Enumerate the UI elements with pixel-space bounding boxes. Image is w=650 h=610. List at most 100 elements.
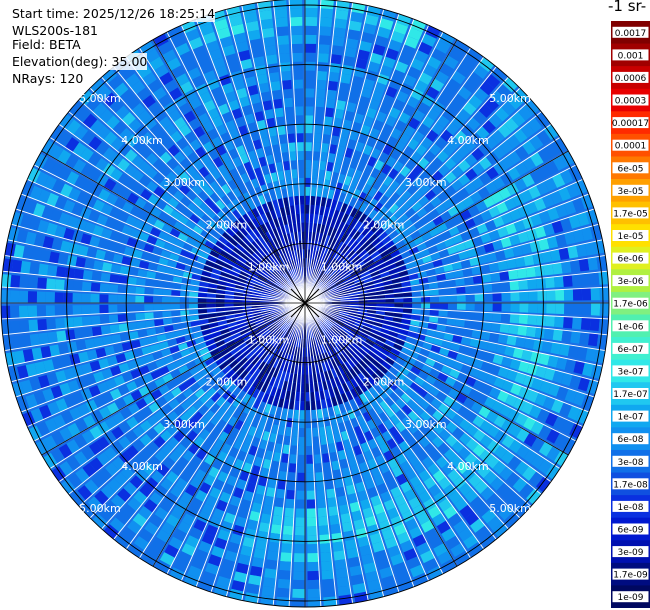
pixel-cell (472, 358, 484, 369)
pixel-cell (228, 274, 238, 281)
pixel-cell (286, 354, 292, 364)
pixel-cell (185, 28, 200, 42)
pixel-cell (276, 370, 283, 380)
pixel-cell (135, 312, 145, 321)
pixel-cell (355, 180, 365, 191)
pixel-cell (72, 305, 82, 316)
pixel-cell (313, 124, 322, 134)
pixel-cell (531, 437, 545, 452)
pixel-cell (349, 207, 358, 218)
pixel-cell (219, 375, 230, 386)
pixel-cell (428, 385, 440, 397)
pixel-cell (313, 355, 318, 365)
pixel-cell (260, 91, 271, 102)
pixel-cell (498, 505, 514, 521)
pixel-cell (357, 264, 367, 272)
pixel-cell (387, 335, 397, 343)
pixel-cell (17, 365, 29, 380)
pixel-cell (388, 330, 399, 338)
colorbar-label-box (612, 49, 649, 61)
pixel-cell (339, 243, 347, 252)
pixel-cell (392, 361, 403, 371)
pixel-cell (465, 303, 475, 311)
pixel-cell (390, 402, 401, 414)
pixel-cell (336, 413, 344, 424)
pixel-cell (350, 574, 365, 586)
pixel-cell (239, 470, 250, 482)
pixel-cell (225, 435, 236, 447)
pixel-cell (179, 50, 194, 64)
pixel-cell (180, 349, 191, 358)
pixel-cell (372, 254, 382, 263)
pixel-cell (42, 388, 55, 403)
pixel-cell (307, 561, 319, 572)
pixel-cell (99, 304, 109, 314)
pixel-cell (225, 259, 235, 267)
pixel-cell (240, 345, 250, 354)
pixel-cell (283, 334, 289, 343)
pixel-cell (537, 164, 551, 179)
pixel-cell (305, 142, 312, 152)
pixel-cell (521, 349, 533, 361)
pixel-cell (95, 249, 106, 261)
pixel-cell (262, 393, 270, 404)
pixel-cell (108, 314, 119, 324)
pixel-cell (322, 453, 331, 463)
pixel-cell (95, 141, 109, 156)
pixel-cell (217, 320, 228, 327)
pixel-cell (418, 321, 429, 328)
pixel-cell (61, 410, 74, 425)
pixel-cell (251, 300, 261, 303)
pixel-cell (229, 223, 239, 234)
pixel-cell (391, 445, 403, 457)
pixel-cell (125, 96, 140, 111)
pixel-cell (342, 55, 355, 67)
ray-gap (58, 302, 306, 483)
pixel-cell (212, 381, 223, 392)
ring-label: 5.00km (79, 92, 121, 105)
colorbar-label-box (612, 500, 649, 512)
pixel-cell (323, 116, 333, 127)
pixel-cell (265, 333, 274, 341)
pixel-cell (393, 523, 407, 536)
pixel-cell (384, 407, 395, 418)
pixel-cell (305, 97, 314, 107)
pixel-cell (188, 96, 202, 110)
pixel-cell (359, 544, 373, 557)
colorbar-tick-label: 1.7e-09 (613, 571, 648, 581)
pixel-cell (296, 499, 305, 509)
pixel-cell (423, 150, 436, 163)
pixel-cell (221, 401, 232, 412)
pixel-cell (292, 241, 297, 251)
pixel-cell (210, 86, 223, 99)
pixel-cell (313, 436, 320, 446)
pixel-cell (73, 125, 88, 141)
pixel-cell (281, 333, 288, 342)
pixel-cell (380, 347, 391, 356)
pixel-cell (215, 176, 226, 188)
pixel-cell (466, 247, 478, 258)
pixel-cell (534, 225, 547, 239)
pixel-cell (342, 258, 352, 267)
pixel-cell (323, 225, 330, 235)
pixel-cell (269, 367, 276, 377)
pixel-cell (219, 36, 234, 48)
pixel-cell (529, 404, 542, 419)
pixel-cell (424, 527, 440, 541)
pixel-cell (319, 262, 325, 271)
pixel-cell (533, 197, 547, 212)
pixel-cell (564, 358, 577, 373)
pixel-cell (332, 163, 341, 174)
pixel-cell (238, 326, 248, 333)
pixel-cell (541, 250, 552, 263)
pixel-cell (284, 106, 294, 117)
pixel-cell (54, 305, 64, 317)
pixel-cell (414, 376, 425, 386)
ray-gap (304, 302, 471, 559)
pixel-cell (403, 548, 418, 561)
pixel-cell (185, 190, 197, 202)
pixel-cell (305, 79, 315, 89)
pixel-cell (430, 156, 443, 169)
pixel-cell (255, 319, 265, 325)
pixel-cell (474, 284, 484, 293)
